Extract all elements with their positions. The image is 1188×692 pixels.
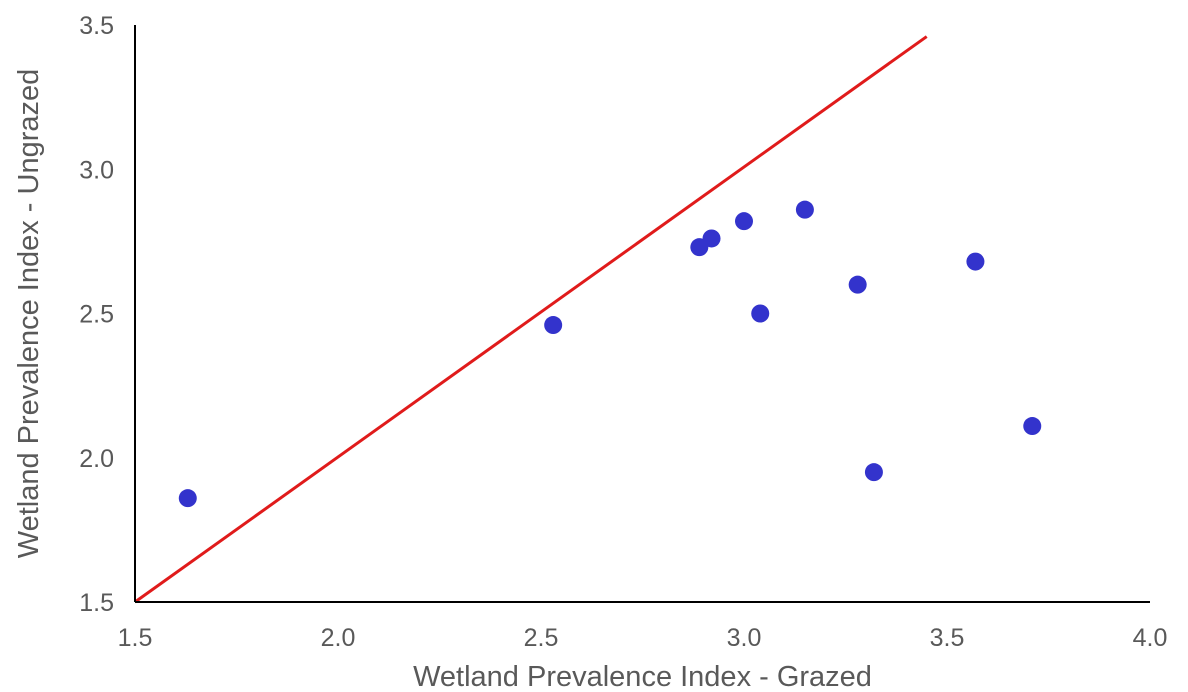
y-tick-labels: 1.5 2.0 2.5 3.0 3.5: [79, 12, 114, 617]
reference-line-layer: [134, 35, 928, 604]
x-tick-label: 3.5: [930, 624, 965, 652]
x-tick-labels: 1.5 2.0 2.5 3.0 3.5 4.0: [118, 624, 1168, 652]
data-point: [751, 304, 770, 323]
axes-layer: [134, 25, 1150, 603]
data-point: [735, 212, 753, 231]
y-tick-label: 1.5: [79, 589, 114, 617]
data-point: [864, 463, 883, 482]
y-tick-label: 3.0: [79, 156, 114, 184]
data-points-layer: [178, 200, 1042, 508]
x-tick-label: 3.0: [727, 624, 762, 652]
data-point: [795, 200, 814, 219]
x-tick-label: 2.5: [524, 624, 559, 652]
x-axis-title: Wetland Prevalence Index - Grazed: [413, 661, 872, 692]
y-tick-label: 2.5: [79, 301, 114, 329]
data-point: [848, 275, 867, 294]
y-axis-title: Wetland Prevalence Index - Ungrazed: [13, 69, 45, 559]
y-tick-label: 3.5: [79, 12, 114, 40]
data-point: [702, 229, 721, 248]
x-tick-label: 2.0: [321, 624, 356, 652]
x-tick-label: 1.5: [118, 624, 153, 652]
x-tick-label: 4.0: [1133, 624, 1168, 652]
data-point: [966, 252, 985, 271]
y-tick-label: 2.0: [79, 445, 114, 473]
reference-line: [134, 35, 928, 604]
data-point: [1023, 417, 1042, 436]
data-point: [544, 316, 563, 335]
data-point: [178, 489, 197, 508]
